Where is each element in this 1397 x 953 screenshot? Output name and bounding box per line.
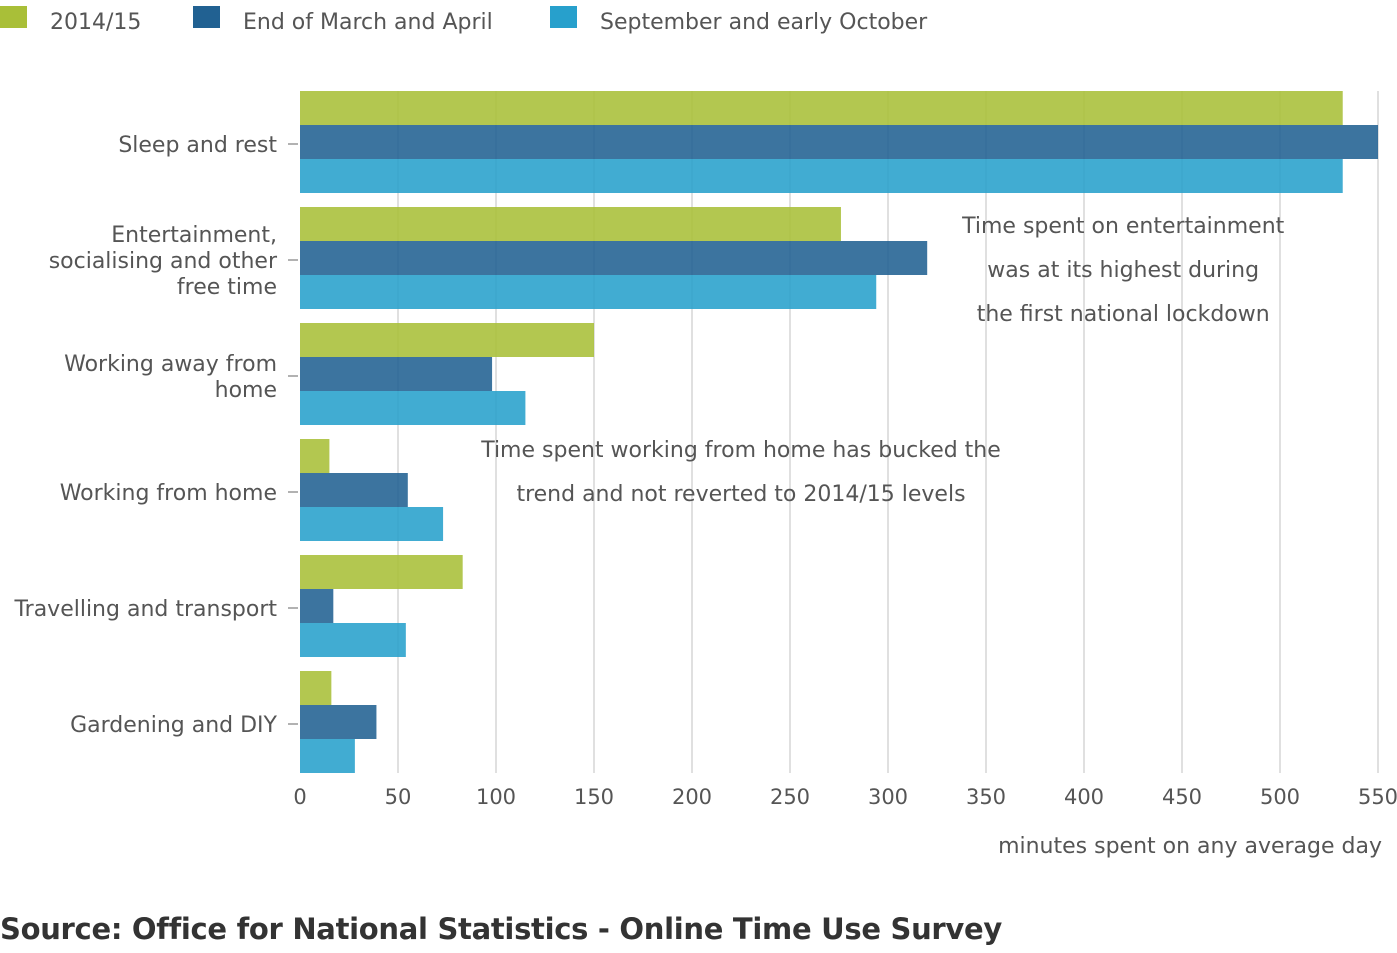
bar-gardening-and-diy-2014-15 [300, 671, 332, 705]
bar-travelling-and-transport-end-of-march-and-april [300, 589, 334, 623]
x-tick-label-150: 150 [574, 785, 614, 809]
bar-travelling-and-transport-2014-15 [300, 555, 463, 589]
x-tick-label-450: 450 [1162, 785, 1202, 809]
legend-swatch-2014-15 [0, 6, 27, 28]
bar-sleep-and-rest-september-and-early-october [300, 159, 1343, 193]
bar-travelling-and-transport-september-and-early-october [300, 623, 406, 657]
bar-sleep-and-rest-2014-15 [300, 91, 1343, 125]
legend-label-2014-15: 2014/15 [50, 10, 141, 35]
x-tick-label-0: 0 [293, 785, 306, 809]
legend-label-september-and-early-october: September and early October [600, 10, 928, 35]
annotation-2-line-1: Time spent working from home has bucked … [480, 438, 1001, 463]
legend-swatch-september-and-early-october [550, 6, 577, 28]
category-label-entertainment-socialising-and-other-free-time-line-1: Entertainment, [111, 223, 277, 248]
x-tick-label-200: 200 [672, 785, 712, 809]
x-axis: 0 50 100 150 200 250 300 350 400 450 500 550 [293, 785, 1397, 809]
x-tick-label-100: 100 [476, 785, 516, 809]
bar-gardening-and-diy-september-and-early-october [300, 739, 355, 773]
x-axis-title: minutes spent on any average day [998, 834, 1382, 859]
annotation-2-line-2: trend and not reverted to 2014/15 levels [516, 482, 965, 507]
category-label-gardening-and-diy: Gardening and DIY [70, 713, 277, 738]
bar-working-from-home-september-and-early-october [300, 507, 444, 541]
annotation-1-line-2: was at its highest during [987, 258, 1259, 283]
category-label-entertainment-socialising-and-other-free-time-line-2: socialising and other [49, 249, 278, 274]
x-tick-label-400: 400 [1064, 785, 1104, 809]
x-tick-label-550: 550 [1358, 785, 1397, 809]
bar-entertainment-socialising-and-other-free-time-2014-15 [300, 207, 841, 241]
y-axis: Sleep and rest Entertainment,socialising … [13, 133, 298, 738]
bar-entertainment-socialising-and-other-free-time-end-of-march-and-april [300, 241, 928, 275]
legend-label-end-of-march-and-april: End of March and April [243, 10, 493, 35]
category-label-working-from-home: Working from home [60, 481, 277, 506]
bar-working-away-from-home-september-and-early-october [300, 391, 526, 425]
source-note: Source: Office for National Statistics -… [0, 912, 1002, 946]
x-tick-label-500: 500 [1260, 785, 1300, 809]
annotation-1-line-1: Time spent on entertainment [961, 214, 1285, 239]
category-label-working-away-from-home-line-1: Working away from [64, 352, 277, 377]
bar-working-from-home-end-of-march-and-april [300, 473, 408, 507]
x-tick-label-250: 250 [770, 785, 810, 809]
bar-working-away-from-home-end-of-march-and-april [300, 357, 493, 391]
category-label-sleep-and-rest: Sleep and rest [118, 133, 277, 158]
x-tick-label-50: 50 [385, 785, 412, 809]
annotation-1-line-3: the first national lockdown [977, 302, 1270, 327]
legend: 2014/15 End of March and April September a… [0, 6, 928, 35]
category-label-working-away-from-home-line-2: home [215, 378, 277, 403]
bars [300, 91, 1378, 773]
legend-swatch-end-of-march-and-april [193, 6, 220, 28]
bar-working-from-home-2014-15 [300, 439, 330, 473]
x-tick-label-300: 300 [868, 785, 908, 809]
bar-sleep-and-rest-end-of-march-and-april [300, 125, 1378, 159]
category-label-travelling-and-transport: Travelling and transport [13, 597, 277, 622]
x-tick-label-350: 350 [966, 785, 1006, 809]
category-label-entertainment-socialising-and-other-free-time-line-3: free time [177, 275, 277, 300]
bar-entertainment-socialising-and-other-free-time-september-and-early-october [300, 275, 877, 309]
grid-lines [397, 91, 1379, 773]
bar-gardening-and-diy-end-of-march-and-april [300, 705, 377, 739]
annotations: Time spent on entertainment was at its hi… [480, 214, 1284, 507]
bar-working-away-from-home-2014-15 [300, 323, 594, 357]
